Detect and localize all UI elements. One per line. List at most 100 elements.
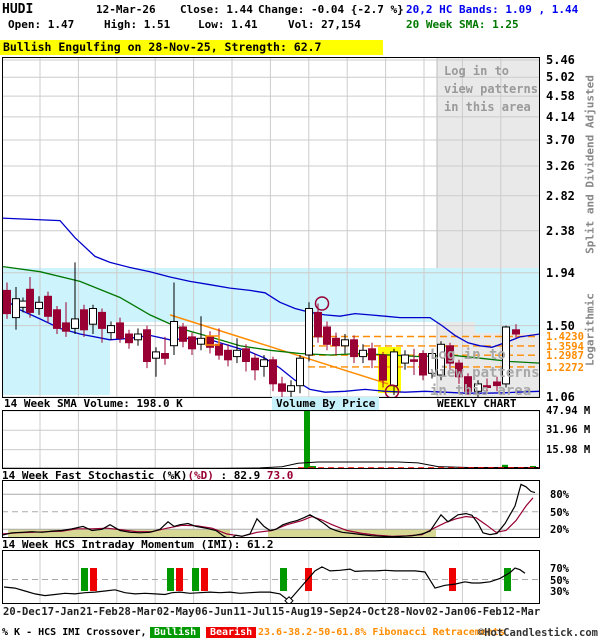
- candle-body: [323, 326, 331, 345]
- price-axis-label: 3.70: [546, 132, 575, 147]
- candle-body: [437, 343, 445, 376]
- imi-axis-label: 50%: [550, 574, 569, 587]
- date-axis-label: 02-May2025: [156, 606, 195, 618]
- candle-body: [71, 318, 79, 329]
- credit-link[interactable]: ©HotCandlestick.com: [477, 627, 598, 639]
- date-axis-label: 15-Aug2025: [271, 606, 310, 618]
- candle-body: [455, 362, 463, 378]
- sma-line: [2, 265, 540, 364]
- candle-body: [287, 385, 295, 392]
- login-prompt-bottom[interactable]: Log in to view patterns in this area: [430, 347, 540, 399]
- date-axis-label: 20-Dec2024: [3, 606, 41, 618]
- price-axis-label: 4.58: [546, 89, 575, 104]
- date-axis-label: 24-Oct2025: [348, 606, 387, 618]
- login-overlay-box: [437, 57, 540, 398]
- date-axis-label: 11-Jul2025: [233, 606, 272, 618]
- candle-body: [224, 349, 232, 361]
- stochastic-d-line: [2, 497, 534, 537]
- candle-body: [502, 326, 510, 385]
- date-axis-label: 28-Nov2025: [387, 606, 425, 618]
- diamond-marker: [284, 596, 294, 604]
- bearish-legend-badge: Bearish: [206, 627, 257, 638]
- candle-body: [269, 359, 277, 385]
- bearish-signal-bar: [176, 568, 183, 591]
- fibonacci-level-label: 1.3594: [546, 340, 584, 353]
- candle-body: [296, 357, 304, 387]
- pattern-marker-circle: [314, 296, 330, 311]
- low-label: Low: 1.41: [198, 18, 258, 31]
- change-label: Change: -0.04 {-2.7 %}: [258, 3, 404, 16]
- candle-body: [125, 333, 133, 344]
- candle-body: [419, 353, 427, 376]
- candle-body: [53, 309, 61, 329]
- candle-body: [12, 298, 20, 319]
- candle-body: [401, 354, 409, 364]
- candle-body: [493, 381, 501, 387]
- crossover-label: % K - HCS IMI Crossover,: [2, 627, 147, 638]
- date-axis-label: 06-Jun2025: [195, 606, 233, 618]
- candle-body: [474, 383, 482, 392]
- price-axis-label: 5.02: [546, 70, 575, 85]
- bullish-signal-bar: [504, 568, 511, 591]
- candle-body: [3, 289, 11, 315]
- bearish-signal-bar: [201, 568, 208, 591]
- candle-body: [19, 300, 27, 308]
- candle-body: [483, 385, 491, 389]
- stochastic-k-line: [2, 483, 536, 538]
- candle-body: [134, 333, 142, 341]
- bearish-signal-bar: [90, 568, 97, 591]
- candle-body: [179, 326, 187, 342]
- panel-border: [2, 410, 540, 469]
- volume-by-price-label[interactable]: Volume By Price: [272, 397, 380, 410]
- high-label: High: 1.51: [104, 18, 171, 31]
- imi-panel: [2, 550, 540, 604]
- candle-body: [89, 308, 97, 325]
- candle-body: [26, 288, 34, 313]
- date-axis-label: 28-Mar2025: [118, 606, 157, 618]
- date-axis-label: 21-Feb2025: [79, 606, 118, 618]
- candle-body: [390, 351, 398, 387]
- panel-border: [2, 480, 540, 538]
- candle-body: [464, 376, 472, 392]
- candle-body: [98, 311, 106, 329]
- volume-panel: [2, 410, 540, 469]
- bullish-legend-badge: Bullish: [150, 627, 201, 638]
- stochastic-title: 14 Week Fast Stochastic (%K)(%D) : 82.9 …: [2, 469, 294, 482]
- pattern-marker-circle: [384, 384, 400, 398]
- weekly-chart-label: WEEKLY CHART: [437, 397, 517, 410]
- oversold-shading: [8, 529, 230, 537]
- candle-body: [116, 322, 124, 339]
- bullish-signal-bar: [280, 568, 287, 591]
- stochastic-axis-label: 50%: [550, 506, 569, 519]
- volume-axis-label: 15.98 M: [546, 443, 591, 456]
- candle-body: [379, 354, 387, 381]
- candle-body: [368, 348, 376, 361]
- bearish-signal-bar: [449, 568, 456, 591]
- date-axis-label: 17-Jan2025: [41, 606, 80, 618]
- candle-body: [260, 359, 268, 367]
- candle-body: [251, 357, 259, 371]
- candle-body: [233, 349, 241, 358]
- candle-body: [62, 322, 70, 332]
- price-axis-label: 2.82: [546, 188, 575, 203]
- panel-border: [2, 550, 540, 604]
- stochastic-axis-label: 20%: [550, 524, 569, 537]
- date-label: 12-Mar-26: [96, 3, 156, 16]
- volume-axis-label: 47.94 M: [546, 404, 591, 417]
- login-prompt-top[interactable]: Log in to view patterns in this area: [444, 64, 538, 114]
- price-axis-label: 5.46: [546, 53, 575, 67]
- vol-label: Vol: 27,154: [288, 18, 361, 31]
- candle-body: [170, 321, 178, 347]
- pattern-banner[interactable]: Bullish Engulfing on 28-Nov-25, Strength…: [0, 40, 383, 55]
- imi-title: 14 Week HCS Intraday Momentum (IMI): 61.…: [2, 538, 274, 551]
- candle-body: [359, 349, 367, 358]
- close-label: Close: 1.44: [180, 3, 253, 16]
- candle-body: [410, 359, 418, 362]
- bullish-signal-bar: [81, 568, 88, 591]
- candle-body: [161, 353, 169, 359]
- panel-border: [2, 57, 540, 398]
- price-axis-label: 2.38: [546, 223, 575, 238]
- date-axis-label: 02-Jan2026: [425, 606, 464, 618]
- fibonacci-level-label: 1.2987: [546, 350, 584, 363]
